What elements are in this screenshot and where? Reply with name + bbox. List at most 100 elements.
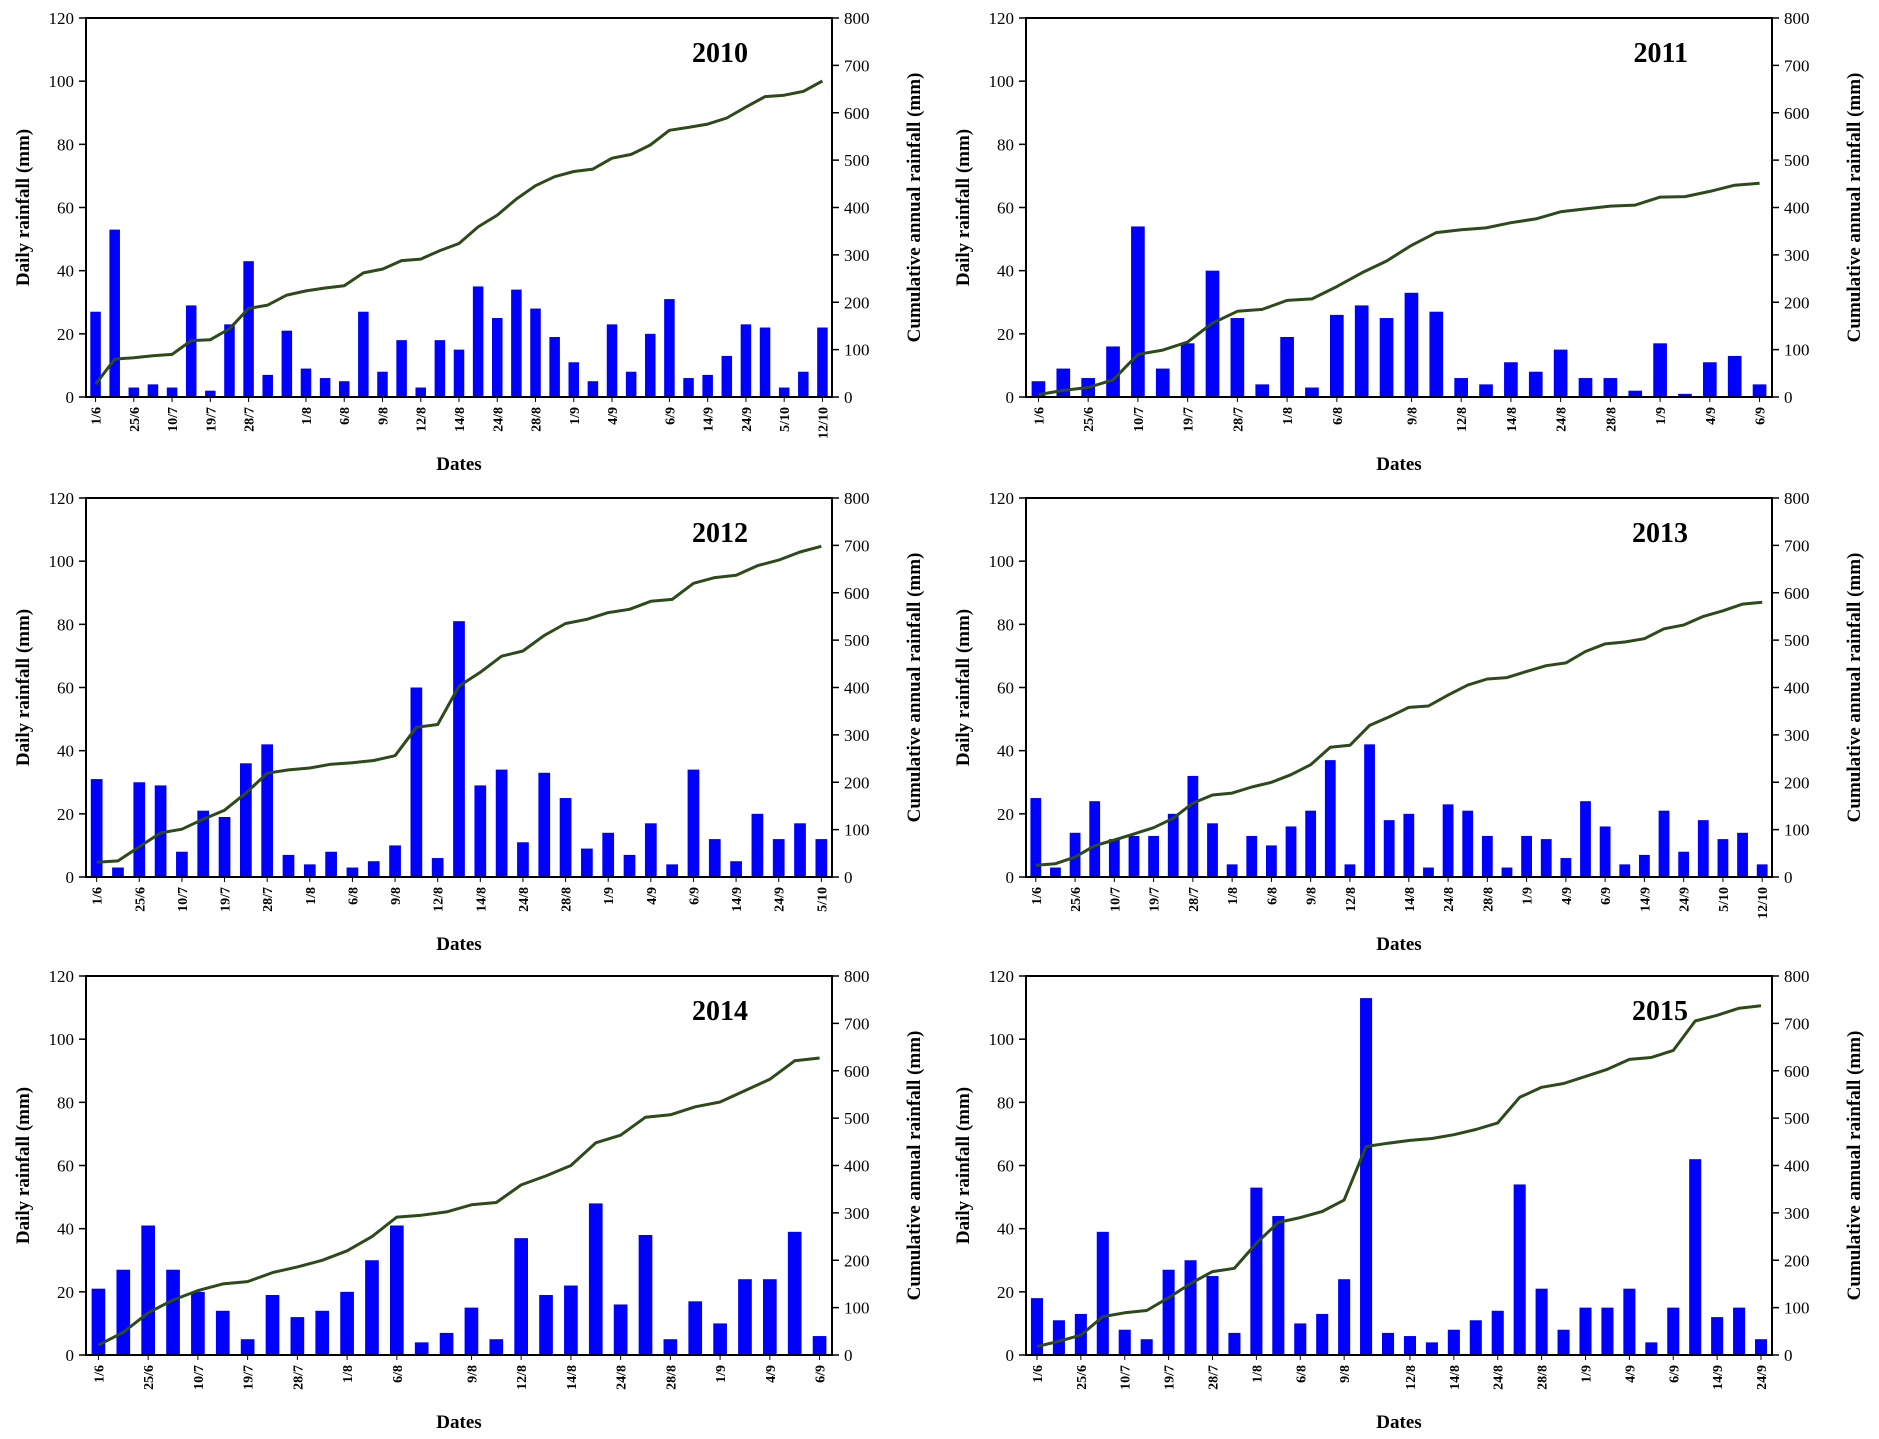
rainfall-bar xyxy=(1364,744,1375,877)
cumulative-line xyxy=(1036,1004,1762,1348)
rainfall-bar xyxy=(1265,845,1277,877)
chart-svg: 0 20 40 60 80 100 120 0 100 200 300 400 500 600 700 800… xyxy=(953,9,1865,475)
rainfall-bar xyxy=(1403,813,1415,877)
rainfall-bar xyxy=(215,1310,230,1355)
x-tick-label: 1/6 xyxy=(1032,407,1047,425)
rainfall-bar xyxy=(1481,835,1493,877)
chart-svg: 0 20 40 60 80 100 120 0 100 200 300 400 500 600 700 800… xyxy=(13,489,925,955)
y2-tick-label: 500 xyxy=(1784,631,1810,650)
rainfall-bar xyxy=(1628,390,1643,397)
x-tick-label: 24/9 xyxy=(773,887,788,912)
x-tick-label: 1/8 xyxy=(304,887,319,905)
y2-tick-label: 700 xyxy=(844,56,870,75)
x-tick-label: 5/10 xyxy=(815,887,830,912)
rainfall-bar xyxy=(1184,1260,1197,1355)
x-axis-label: Dates xyxy=(1376,1412,1421,1433)
x-tick-label: 28/8 xyxy=(1536,1365,1551,1390)
y2-tick-label: 700 xyxy=(1784,56,1810,75)
rainfall-bar xyxy=(1226,864,1238,877)
rainfall-bar xyxy=(538,772,551,877)
y2-tick-label: 400 xyxy=(844,1157,870,1176)
x-tick-label: 28/8 xyxy=(1604,407,1619,432)
y2-tick-label: 500 xyxy=(844,1109,870,1128)
rainfall-bar xyxy=(588,1203,603,1355)
y2-tick-label: 800 xyxy=(1784,489,1810,508)
y2-tick-label: 400 xyxy=(1784,679,1810,698)
x-tick-label: 14/9 xyxy=(1711,1365,1726,1390)
x-tick-label: 14/8 xyxy=(474,887,489,912)
y2-tick-label: 800 xyxy=(1784,967,1810,986)
x-tick-label: 6/8 xyxy=(1294,1365,1309,1383)
y-tick-label: 120 xyxy=(49,967,75,986)
rainfall-bar xyxy=(638,1234,653,1355)
x-tick-label: 9/8 xyxy=(376,407,391,425)
chart-title: 2014 xyxy=(692,996,748,1027)
x-tick-label: 10/7 xyxy=(192,1365,207,1390)
x-tick-label: 6/8 xyxy=(338,407,353,425)
rainfall-bar xyxy=(1050,867,1061,877)
rainfall-bar xyxy=(1501,867,1513,877)
y2-tick-label: 700 xyxy=(844,1014,870,1033)
rainfall-bar xyxy=(708,839,721,877)
rainfall-bar xyxy=(1329,314,1344,397)
rainfall-bar xyxy=(338,381,350,397)
chart-svg: 0 20 40 60 80 100 120 0 100 200 300 400 500 600 700 800… xyxy=(13,967,925,1433)
y2-tick-label: 200 xyxy=(844,773,870,792)
x-tick-label: 6/9 xyxy=(1667,1365,1682,1383)
x-tick-label: 1/9 xyxy=(1654,407,1669,425)
rainfall-bar xyxy=(453,621,465,877)
rainfall-bar xyxy=(389,845,401,877)
y2-tick-label: 200 xyxy=(1784,773,1810,792)
rainfall-bar xyxy=(346,867,359,877)
rainfall-bar xyxy=(1280,336,1294,397)
rainfall-bar xyxy=(687,769,700,877)
rainfall-bar xyxy=(1118,1329,1131,1355)
rainfall-bar xyxy=(377,371,388,397)
y2-tick-label: 100 xyxy=(844,341,870,360)
rainfall-bar xyxy=(798,371,809,397)
y-tick-label: 40 xyxy=(57,262,74,281)
rainfall-bar xyxy=(415,387,427,397)
x-tick-label: 12/8 xyxy=(515,1365,530,1390)
rainfall-bar xyxy=(1403,1336,1417,1355)
y-tick-label: 40 xyxy=(997,1220,1014,1239)
rainfall-bar xyxy=(1667,1307,1680,1355)
x-tick-label: 14/9 xyxy=(1638,887,1653,912)
rainfall-bar xyxy=(1619,864,1631,877)
rainfall-bar xyxy=(1711,1317,1724,1355)
y2-tick-label: 0 xyxy=(1784,1346,1793,1365)
plot-frame xyxy=(1025,975,1773,1356)
x-tick-label: 5/10 xyxy=(1717,887,1732,912)
rainfall-bar xyxy=(549,336,560,397)
x-tick-label: 1/6 xyxy=(1031,1365,1046,1383)
rainfall-bar xyxy=(817,327,828,397)
rainfall-bar xyxy=(431,858,444,877)
y2-tick-label: 300 xyxy=(1784,726,1810,745)
rainfall-bar xyxy=(517,842,529,877)
x-tick-label: 19/7 xyxy=(1148,887,1163,912)
rainfall-bar xyxy=(1148,835,1160,877)
rainfall-bar xyxy=(300,368,312,397)
rainfall-bar xyxy=(772,839,785,877)
rainfall-bar xyxy=(787,1231,802,1355)
rainfall-bar xyxy=(1727,355,1742,397)
rainfall-bar xyxy=(1316,1313,1329,1355)
rainfall-bar xyxy=(815,839,828,877)
x-tick-label: 9/8 xyxy=(1305,887,1320,905)
rainfall-bar xyxy=(1454,378,1469,397)
rainfall-bar xyxy=(1689,1159,1702,1355)
x-tick-label: 12/8 xyxy=(1404,1365,1419,1390)
rainfall-bar xyxy=(645,333,656,397)
y-tick-label: 80 xyxy=(57,615,74,634)
rainfall-bar xyxy=(1521,835,1533,877)
x-tick-label: 28/7 xyxy=(291,1365,306,1390)
rainfall-bar xyxy=(1255,384,1270,397)
x-tick-label: 1/8 xyxy=(1281,407,1296,425)
y2-tick-label: 200 xyxy=(844,1251,870,1270)
rainfall-bar xyxy=(1638,854,1650,877)
rainfall-bar xyxy=(414,1342,429,1355)
y-tick-label: 0 xyxy=(1006,1346,1015,1365)
y2-tick-label: 200 xyxy=(1784,293,1810,312)
rainfall-bar xyxy=(606,324,618,397)
rainfall-bar xyxy=(1305,810,1317,877)
